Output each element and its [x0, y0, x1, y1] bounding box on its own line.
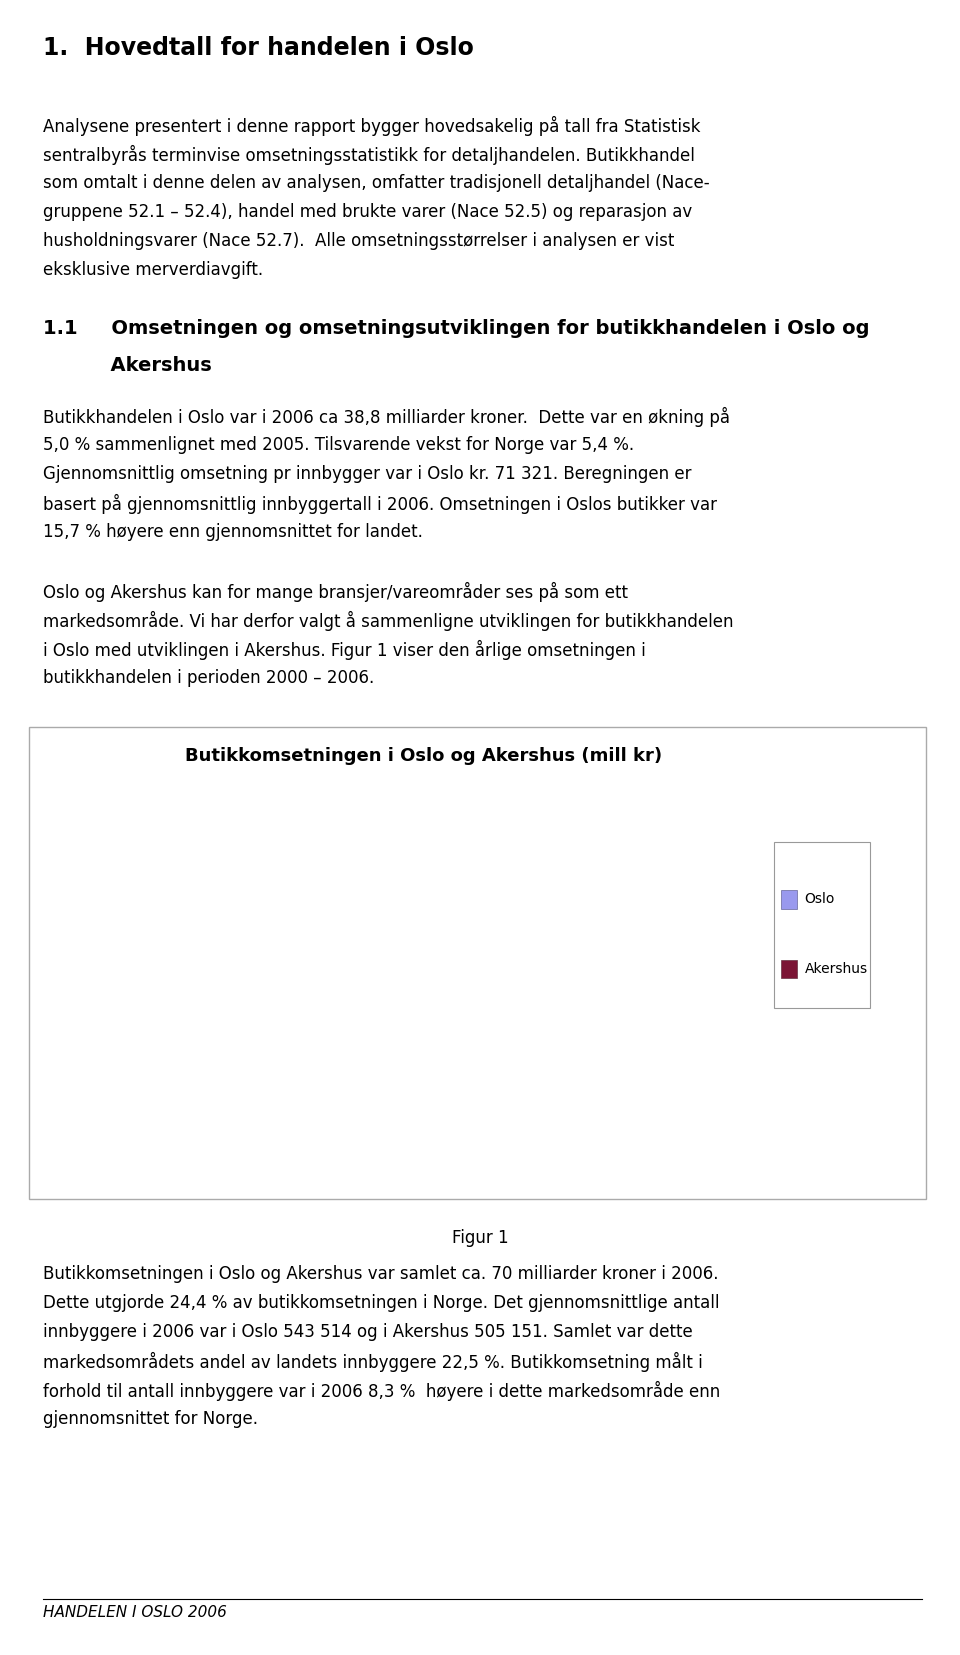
Text: 5,0 % sammenlignet med 2005. Tilsvarende vekst for Norge var 5,4 %.: 5,0 % sammenlignet med 2005. Tilsvarende…	[43, 435, 635, 453]
Bar	[423, 937, 460, 1149]
Text: 24408: 24408	[328, 935, 364, 945]
Bar	[232, 958, 269, 1149]
Text: Oslo: Oslo	[804, 892, 835, 907]
Text: 23015: 23015	[233, 947, 268, 957]
Text: sentralbyrås terminvise omsetningsstatistikk for detaljhandelen. Butikkhandel: sentralbyrås terminvise omsetningsstatis…	[43, 146, 695, 166]
Text: husholdningsvarer (Nace 52.7).  Alle omsetningsstørrelser i analysen er vist: husholdningsvarer (Nace 52.7). Alle omse…	[43, 232, 675, 250]
Text: Butikkomsetningen i Oslo og Akershus (mill kr): Butikkomsetningen i Oslo og Akershus (mi…	[185, 746, 662, 765]
Text: Butikkomsetningen i Oslo og Akershus var samlet ca. 70 milliarder kroner i 2006.: Butikkomsetningen i Oslo og Akershus var…	[43, 1264, 719, 1283]
Text: 15,7 % høyere enn gjennomsnittet for landet.: 15,7 % høyere enn gjennomsnittet for lan…	[43, 523, 423, 541]
Text: markedsområdets andel av landets innbyggere 22,5 %. Butikkomsetning målt i: markedsområdets andel av landets innbygg…	[43, 1352, 703, 1372]
Text: basert på gjennomsnittlig innbyggertall i 2006. Omsetningen i Oslos butikker var: basert på gjennomsnittlig innbyggertall …	[43, 493, 717, 515]
Text: gjennomsnittet for Norge.: gjennomsnittet for Norge.	[43, 1410, 258, 1428]
Bar	[614, 909, 651, 1149]
Text: butikkhandelen i perioden 2000 – 2006.: butikkhandelen i perioden 2000 – 2006.	[43, 669, 374, 687]
Text: eksklusive merverdiavgift.: eksklusive merverdiavgift.	[43, 260, 263, 278]
Text: Oslo og Akershus kan for mange bransjer/vareområder ses på som ett: Oslo og Akershus kan for mange bransjer/…	[43, 581, 628, 602]
Bar	[292, 889, 328, 1149]
Text: Dette utgjorde 24,4 % av butikkomsetningen i Norge. Det gjennomsnittlige antall: Dette utgjorde 24,4 % av butikkomsetning…	[43, 1294, 720, 1312]
Text: i Oslo med utviklingen i Akershus. Figur 1 viser den årlige omsetningen i: i Oslo med utviklingen i Akershus. Figur…	[43, 639, 646, 660]
Text: 25797: 25797	[423, 923, 459, 933]
Text: 30353: 30353	[197, 885, 231, 895]
Bar	[387, 880, 423, 1149]
Text: markedsområde. Vi har derfor valgt å sammenligne utviklingen for butikkhandelen: markedsområde. Vi har derfor valgt å sam…	[43, 611, 733, 631]
Text: HANDELEN I OSLO 2006: HANDELEN I OSLO 2006	[43, 1605, 228, 1620]
Bar	[518, 920, 555, 1149]
Text: Akershus: Akershus	[804, 962, 868, 976]
Bar	[196, 899, 232, 1149]
Text: 21783: 21783	[137, 957, 173, 967]
Text: gruppene 52.1 – 52.4), handel med brukte varer (Nace 52.5) og reparasjon av: gruppene 52.1 – 52.4), handel med brukte…	[43, 202, 692, 220]
Text: 1.  Hovedtall for handelen i Oslo: 1. Hovedtall for handelen i Oslo	[43, 36, 474, 61]
Text: Akershus: Akershus	[43, 356, 212, 374]
Text: 36908: 36908	[579, 831, 613, 841]
Text: 29165: 29165	[614, 895, 650, 905]
Bar	[673, 829, 709, 1149]
Text: Figur 1: Figur 1	[452, 1228, 508, 1246]
Text: 31237: 31237	[710, 879, 745, 889]
Text: 31560: 31560	[292, 875, 327, 885]
Text: som omtalt i denne delen av analysen, omfatter tradisjonell detaljhandel (Nace-: som omtalt i denne delen av analysen, om…	[43, 174, 709, 192]
Bar	[578, 844, 614, 1149]
Text: Analysene presentert i denne rapport bygger hovedsakelig på tall fra Statistisk: Analysene presentert i denne rapport byg…	[43, 116, 701, 136]
Text: Butikkhandelen i Oslo var i 2006 ca 38,8 milliarder kroner.  Dette var en økning: Butikkhandelen i Oslo var i 2006 ca 38,8…	[43, 407, 731, 427]
Text: 1.1     Omsetningen og omsetningsutviklingen for butikkhandelen i Oslo og: 1.1 Omsetningen og omsetningsutviklingen…	[43, 319, 870, 338]
Text: innbyggere i 2006 var i Oslo 543 514 og i Akershus 505 151. Samlet var dette: innbyggere i 2006 var i Oslo 543 514 og …	[43, 1322, 693, 1341]
Bar	[483, 864, 518, 1149]
Bar	[101, 902, 137, 1149]
Text: 38764: 38764	[674, 816, 709, 826]
Text: 27715: 27715	[519, 907, 555, 917]
Text: forhold til antall innbyggere var i 2006 8,3 %  høyere i dette markedsområde enn: forhold til antall innbyggere var i 2006…	[43, 1380, 720, 1402]
Text: Gjennomsnittlig omsetning pr innbygger var i Oslo kr. 71 321. Beregningen er: Gjennomsnittlig omsetning pr innbygger v…	[43, 465, 692, 483]
Bar	[137, 970, 173, 1149]
Text: 32433: 32433	[388, 869, 422, 879]
Bar	[709, 890, 746, 1149]
Bar	[328, 947, 364, 1149]
Text: 34452: 34452	[483, 851, 518, 861]
Text: 29826: 29826	[101, 890, 136, 900]
